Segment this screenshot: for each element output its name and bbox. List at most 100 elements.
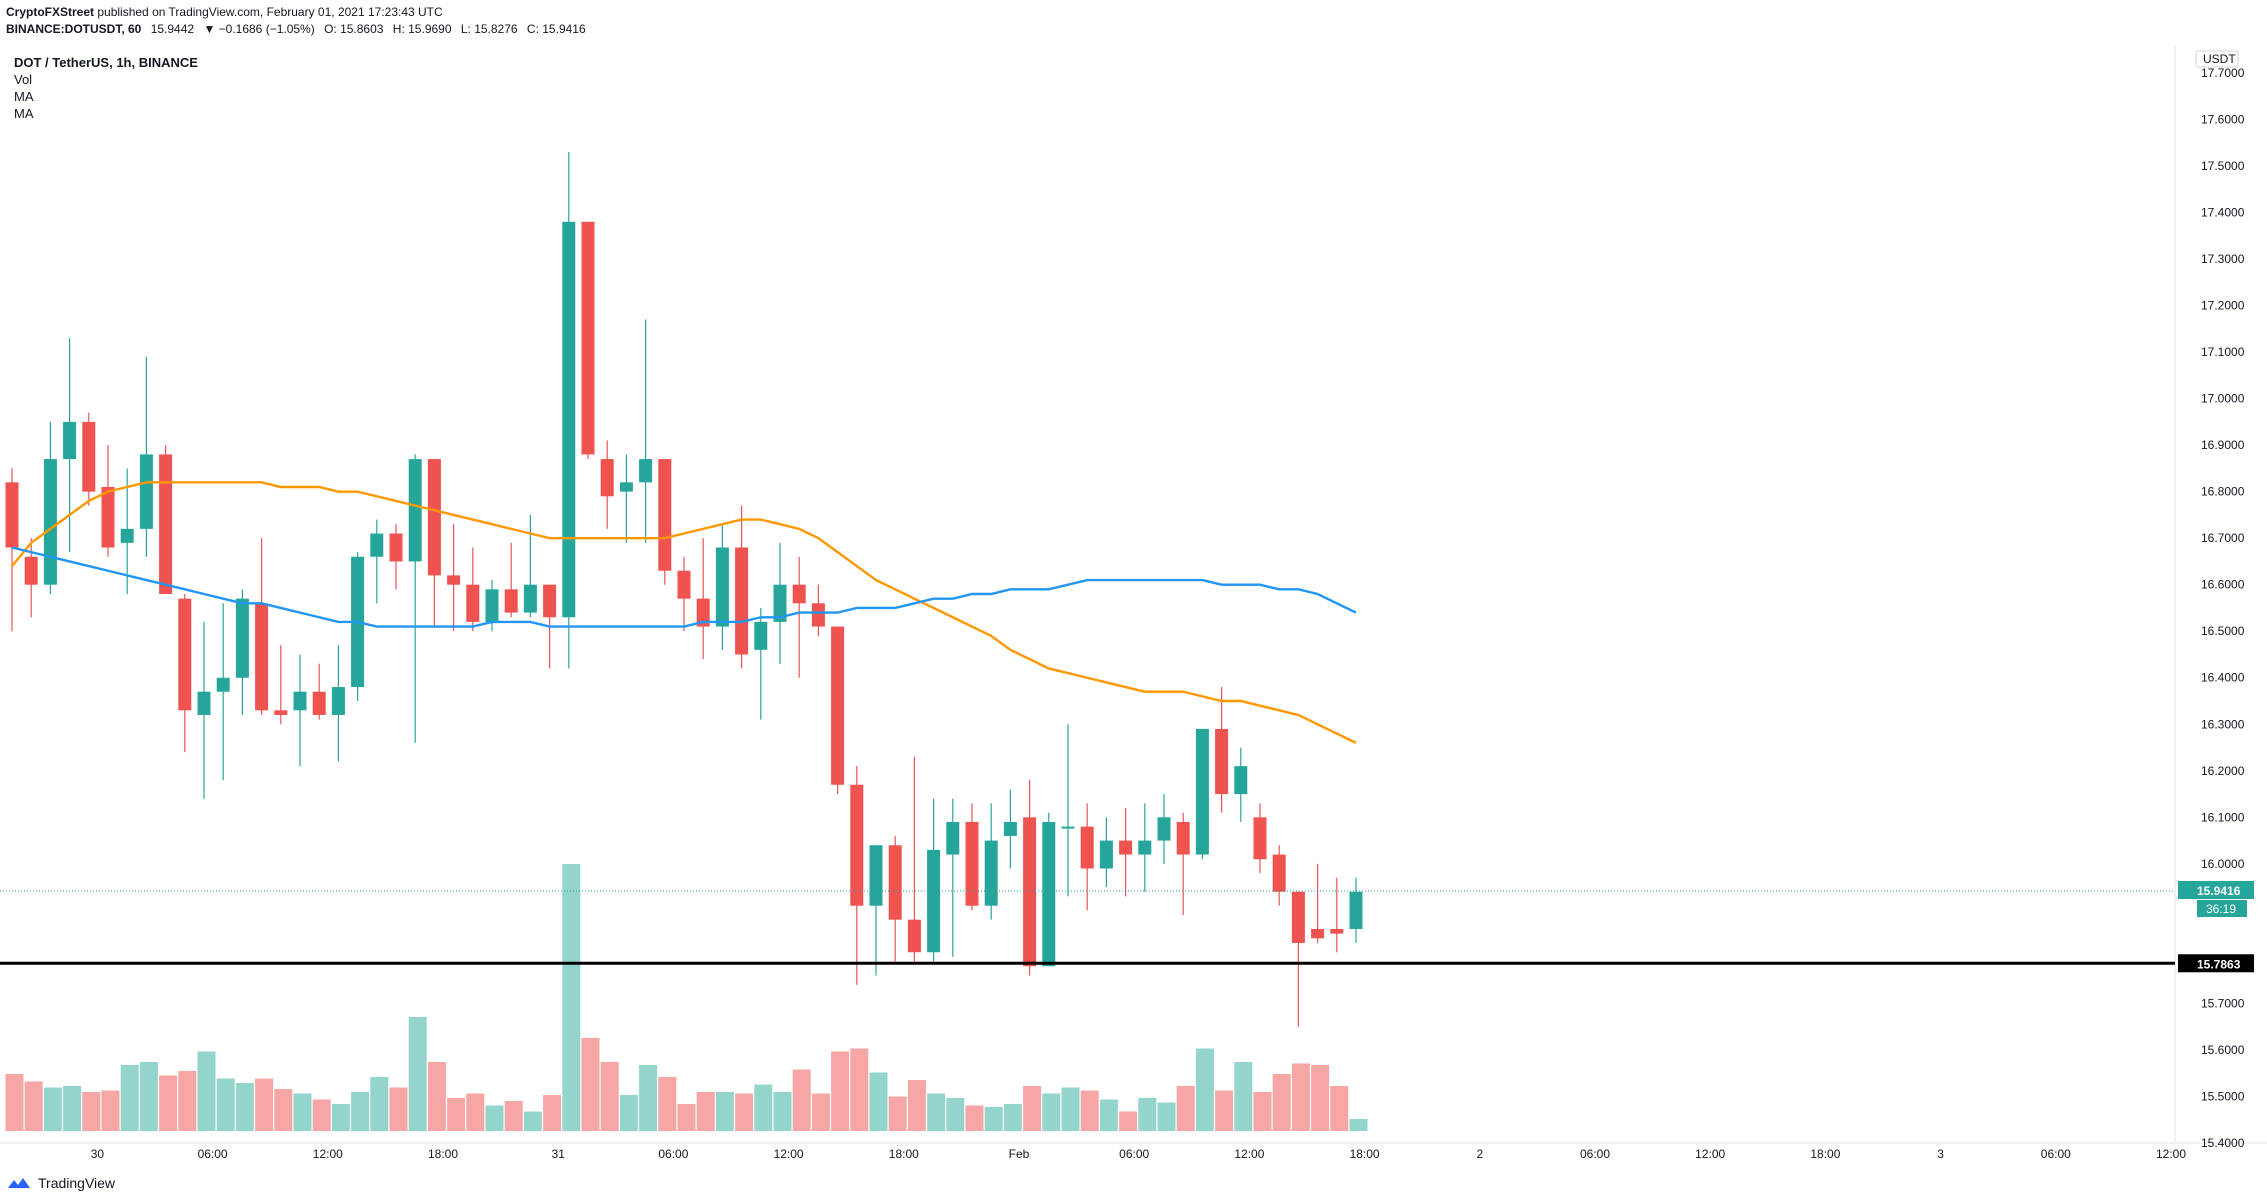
candle-body	[389, 533, 403, 562]
candle-body	[1061, 826, 1075, 829]
volume-bar	[120, 1065, 139, 1131]
candle-body	[831, 626, 845, 785]
candle-body	[735, 547, 749, 655]
candle-body	[562, 221, 576, 618]
candle-body	[1157, 817, 1171, 841]
legend-title: DOT / TetherUS, 1h, BINANCE	[14, 55, 198, 70]
candle-body	[63, 421, 77, 460]
price-tick-label: 17.2000	[2201, 299, 2245, 313]
volume-bar	[1023, 1086, 1042, 1131]
candle-body	[1349, 891, 1363, 929]
price-tick-label: 16.6000	[2201, 578, 2245, 592]
volume-bar	[101, 1090, 120, 1131]
time-tick-label: 31	[552, 1147, 566, 1161]
last-price-label: 15.9416	[2197, 884, 2241, 898]
candle-body	[1272, 854, 1286, 892]
candle-body	[581, 221, 595, 455]
legend-item-ma[interactable]: MA	[14, 106, 34, 121]
legend-item-ma[interactable]: MA	[14, 89, 34, 104]
tradingview-cloud-icon	[8, 1178, 30, 1188]
volume-bar	[677, 1104, 696, 1131]
candle-body	[447, 575, 461, 585]
open-label: O: 15.8603	[324, 22, 384, 36]
volume-bar	[658, 1077, 677, 1131]
volume-bar	[754, 1084, 773, 1131]
volume-bar	[1234, 1062, 1253, 1131]
volume-bar	[139, 1062, 158, 1131]
price-tick-label: 16.2000	[2201, 764, 2245, 778]
price-axis[interactable]: 17.7000 17.6000 17.5000 17.4000 17.3000 17.20…	[2178, 50, 2254, 1150]
legend-item-volume[interactable]: Vol	[14, 72, 33, 87]
price-tick-label: 17.0000	[2201, 392, 2245, 406]
candle-body	[1215, 728, 1229, 795]
volume-bar	[293, 1093, 312, 1131]
candle-body	[523, 584, 537, 613]
time-tick-label: 06:00	[2041, 1147, 2071, 1161]
candle-body	[984, 840, 998, 906]
candle-body	[1042, 821, 1056, 967]
volume-bar	[235, 1083, 254, 1131]
change-label: ▼ −0.1686 (−1.05%)	[203, 22, 315, 36]
volume-bar	[619, 1095, 638, 1131]
volume-bar	[389, 1087, 408, 1131]
volume-bar	[946, 1098, 965, 1131]
candle-body	[293, 691, 307, 711]
volume-bar	[581, 1038, 600, 1131]
price-lines	[0, 890, 2175, 965]
volume-bar	[427, 1062, 446, 1131]
candle-body	[600, 459, 614, 497]
candle-body	[888, 845, 902, 920]
volume-bar	[1330, 1086, 1349, 1131]
tradingview-logo[interactable]: TradingView	[6, 1175, 115, 1191]
price-label: 15.9442	[150, 22, 195, 36]
candle-body	[946, 821, 960, 855]
time-tick-label: 18:00	[889, 1147, 919, 1161]
volume-bar	[792, 1069, 811, 1131]
time-axis[interactable]: 30 06:00 12:00 18:00 31 06:00 12:00 18:00 Feb 06:…	[91, 1147, 2187, 1161]
currency-label: USDT	[2203, 52, 2236, 66]
candle-body	[235, 598, 249, 678]
candle-body	[24, 556, 38, 585]
candle-body	[312, 691, 326, 715]
price-tick-label: 16.1000	[2201, 810, 2245, 824]
candle-body	[370, 533, 384, 557]
time-tick-label: 12:00	[774, 1147, 804, 1161]
volume-bar	[1080, 1090, 1099, 1131]
price-tick-label: 15.5000	[2201, 1089, 2245, 1103]
time-tick-label: 3	[1937, 1147, 1944, 1161]
publish-info: published on TradingView.com, February 0…	[97, 5, 443, 19]
volume-bar	[888, 1096, 907, 1131]
volume-bar	[1272, 1074, 1291, 1131]
volume-bar	[447, 1098, 466, 1131]
candle-body	[408, 459, 422, 562]
time-tick-label: 12:00	[1234, 1147, 1264, 1161]
volume-bar	[1291, 1063, 1310, 1131]
price-tick-label: 16.7000	[2201, 531, 2245, 545]
volume-bar	[216, 1078, 235, 1131]
price-tick-label: 15.7000	[2201, 996, 2245, 1010]
publisher-name: CryptoFXStreet	[6, 5, 95, 19]
volume-bar	[965, 1105, 984, 1131]
candle-body	[1291, 891, 1305, 943]
currency-box[interactable]	[2195, 50, 2239, 68]
candle-body	[1195, 728, 1209, 855]
volume-bar	[1195, 1048, 1214, 1131]
time-tick-label: 18:00	[1810, 1147, 1840, 1161]
volume-bar	[831, 1051, 850, 1131]
candle-body	[696, 598, 710, 627]
volume-bar	[927, 1093, 946, 1131]
countdown-badge	[2197, 900, 2247, 918]
volume-bar	[850, 1048, 869, 1131]
moving-averages	[11, 481, 1357, 744]
candle-body	[1003, 821, 1017, 836]
volume-bar	[869, 1072, 888, 1131]
candle-body	[43, 459, 57, 585]
volume-bar	[1253, 1092, 1272, 1131]
candle-body	[1138, 840, 1152, 855]
candle-body	[965, 821, 979, 906]
candle-body	[255, 603, 269, 711]
candle-body	[792, 584, 806, 604]
time-tick-label: 18:00	[1350, 1147, 1380, 1161]
price-tick-label: 17.1000	[2201, 345, 2245, 359]
